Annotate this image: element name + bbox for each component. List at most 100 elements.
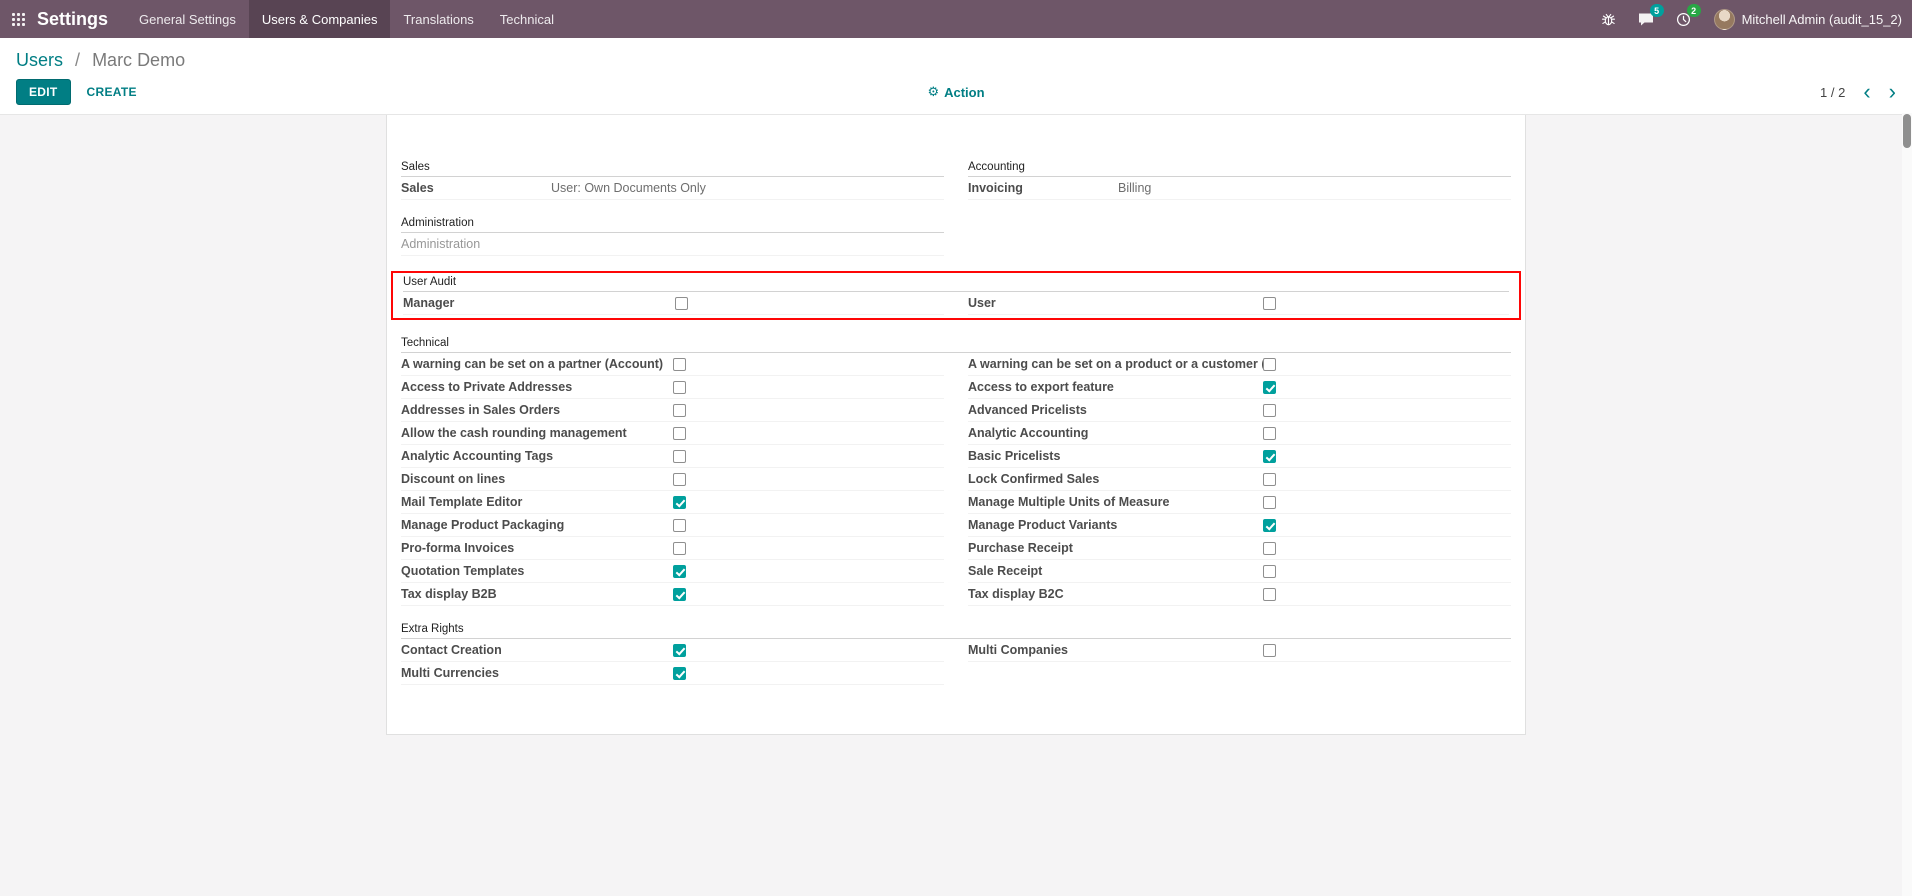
checkbox[interactable]	[1263, 587, 1276, 601]
setting-label: Mail Template Editor	[401, 495, 523, 509]
checkbox[interactable]	[1263, 643, 1276, 657]
user-audit-highlight-box: User Audit Manager	[391, 271, 1521, 320]
action-menu-button[interactable]: ⚙ Action	[927, 84, 984, 100]
setting-label: Pro-forma Invoices	[401, 541, 515, 555]
setting-row: Discount on lines	[401, 468, 944, 491]
breadcrumb: Users / Marc Demo	[16, 50, 185, 70]
messages-button[interactable]: 5	[1627, 0, 1665, 38]
setting-row: Manage Product Packaging	[401, 514, 944, 537]
breadcrumb-current: Marc Demo	[92, 50, 186, 70]
setting-row: Analytic Accounting	[968, 422, 1511, 445]
control-buttons-row: EDIT CREATE ⚙ Action 1 / 2 ‹ ›	[0, 73, 1912, 114]
field-row-administration: Administration	[401, 233, 944, 256]
setting-label: Allow the cash rounding management	[401, 426, 627, 440]
checkbox[interactable]	[673, 587, 686, 601]
apps-menu-button[interactable]	[0, 0, 37, 38]
pager-next-icon[interactable]: ›	[1888, 79, 1896, 104]
pager-previous-icon[interactable]: ‹	[1863, 79, 1871, 104]
checkbox[interactable]	[673, 666, 686, 680]
setting-row: Multi Companies	[968, 639, 1511, 662]
checkbox[interactable]	[1263, 518, 1276, 532]
setting-row: Manager	[403, 292, 944, 315]
checkbox[interactable]	[1263, 449, 1276, 463]
field-label-sales: Sales	[401, 181, 434, 195]
setting-row: A warning can be set on a product or a c…	[968, 353, 1511, 376]
setting-row: Mail Template Editor	[401, 491, 944, 514]
activities-button[interactable]: 2	[1665, 0, 1702, 38]
setting-label: Manage Product Variants	[968, 518, 1118, 532]
user-audit-left-column: Manager	[403, 292, 944, 315]
setting-label: Access to Private Addresses	[401, 380, 573, 394]
navbar-menu-item[interactable]: Translations	[403, 11, 474, 27]
setting-row: Access to export feature	[968, 376, 1511, 399]
technical-left-column: A warning can be set on a partner (Accou…	[401, 353, 944, 606]
checkbox[interactable]	[673, 449, 686, 463]
edit-button[interactable]: EDIT	[16, 79, 71, 105]
scrollbar-thumb[interactable]	[1903, 114, 1911, 148]
navbar-menu-item[interactable]: Users & Companies	[248, 0, 391, 38]
group-title-sales: Sales	[401, 159, 944, 177]
section-user-audit: User Audit Manager	[391, 271, 1521, 320]
clock-icon	[1676, 12, 1690, 26]
setting-label: Manage Multiple Units of Measure	[968, 495, 1170, 509]
setting-row: Access to Private Addresses	[401, 376, 944, 399]
groups-row-sales-accounting: Sales Sales User: Own Documents Only Acc…	[401, 159, 1511, 200]
checkbox[interactable]	[673, 564, 686, 578]
field-row-invoicing: Invoicing Billing	[968, 177, 1511, 200]
section-title-user-audit: User Audit	[403, 276, 1509, 292]
setting-row: Purchase Receipt	[968, 537, 1511, 560]
setting-label: Manager	[403, 296, 455, 310]
setting-label: Lock Confirmed Sales	[968, 472, 1100, 486]
apps-grid-icon	[12, 12, 25, 26]
checkbox[interactable]	[1263, 564, 1276, 578]
checkbox[interactable]	[1263, 296, 1276, 310]
checkbox[interactable]	[673, 518, 686, 532]
setting-row: Basic Pricelists	[968, 445, 1511, 468]
checkbox[interactable]	[673, 495, 686, 509]
setting-label: Contact Creation	[401, 643, 502, 657]
setting-row: Lock Confirmed Sales	[968, 468, 1511, 491]
setting-row: Contact Creation	[401, 639, 944, 662]
checkbox[interactable]	[1263, 403, 1276, 417]
setting-row: Sale Receipt	[968, 560, 1511, 583]
checkbox[interactable]	[1263, 380, 1276, 394]
vertical-scrollbar[interactable]	[1902, 113, 1912, 896]
app-title[interactable]: Settings	[37, 8, 109, 29]
checkbox[interactable]	[675, 296, 688, 310]
breadcrumb-users-link[interactable]: Users	[16, 50, 64, 70]
setting-row: Manage Multiple Units of Measure	[968, 491, 1511, 514]
checkbox[interactable]	[1263, 357, 1276, 371]
user-avatar	[1713, 8, 1735, 30]
breadcrumb-row: Users / Marc Demo	[0, 38, 1912, 73]
checkbox[interactable]	[673, 472, 686, 486]
section-extra-rights: Extra Rights Contact Creation Multi Curr…	[401, 621, 1511, 685]
checkbox[interactable]	[673, 643, 686, 657]
setting-row: Advanced Pricelists	[968, 399, 1511, 422]
setting-row: Pro-forma Invoices	[401, 537, 944, 560]
create-button[interactable]: CREATE	[86, 85, 137, 99]
checkbox[interactable]	[673, 403, 686, 417]
setting-row: Addresses in Sales Orders	[401, 399, 944, 422]
checkbox[interactable]	[673, 541, 686, 555]
user-menu[interactable]: Mitchell Admin (audit_15_2)	[1713, 8, 1902, 30]
navbar-menu-item[interactable]: Technical	[499, 11, 554, 27]
checkbox[interactable]	[1263, 495, 1276, 509]
group-administration-spacer	[968, 215, 1511, 256]
checkbox[interactable]	[1263, 426, 1276, 440]
checkbox[interactable]	[1263, 472, 1276, 486]
setting-label: A warning can be set on a partner (Accou…	[401, 357, 664, 371]
navbar-menu-item[interactable]: General Settings	[139, 11, 236, 27]
setting-label: Discount on lines	[401, 472, 506, 486]
checkbox[interactable]	[673, 380, 686, 394]
section-title-technical: Technical	[401, 335, 1511, 353]
checkbox[interactable]	[1263, 541, 1276, 555]
checkbox[interactable]	[673, 357, 686, 371]
technical-columns: A warning can be set on a partner (Accou…	[401, 353, 1511, 606]
setting-label: Sale Receipt	[968, 564, 1043, 578]
section-title-extra-rights: Extra Rights	[401, 621, 1511, 639]
technical-right-column: A warning can be set on a product or a c…	[968, 353, 1511, 606]
debug-button[interactable]	[1590, 0, 1627, 38]
group-title-administration: Administration	[401, 215, 944, 233]
checkbox[interactable]	[673, 426, 686, 440]
user-audit-right-column: User	[968, 292, 1509, 315]
